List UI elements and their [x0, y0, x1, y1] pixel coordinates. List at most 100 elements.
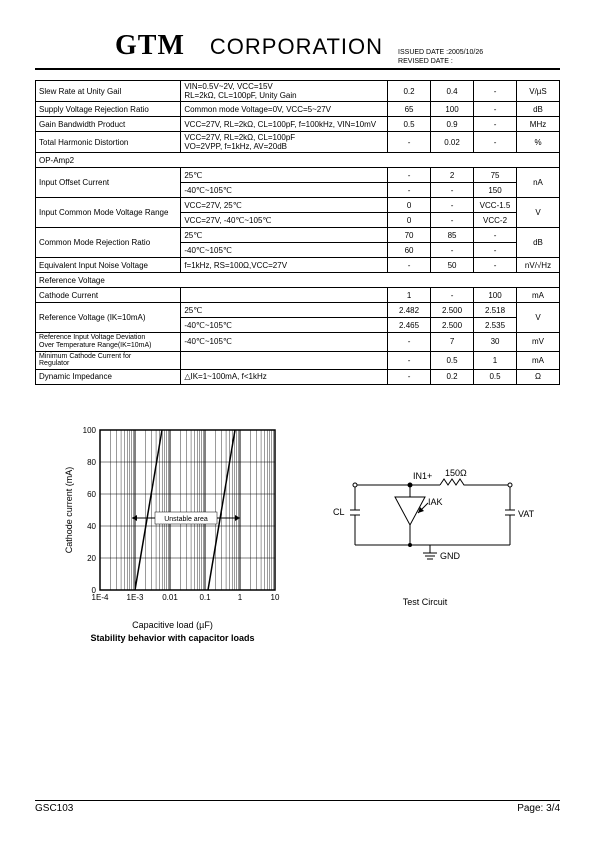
- table-cell: VIN=0.5V~2V, VCC=15VRL=2kΩ, CL=100pF, Un…: [181, 81, 388, 102]
- table-cell: nV/√Hz: [517, 258, 560, 273]
- stability-chart: 0204060801001E-41E-30.010.1110Unstable a…: [60, 425, 285, 643]
- table-cell: VCC-2: [474, 213, 517, 228]
- spec-table: Slew Rate at Unity GailVIN=0.5V~2V, VCC=…: [35, 80, 560, 385]
- chart-svg: 0204060801001E-41E-30.010.1110Unstable a…: [60, 425, 285, 615]
- table-cell: 75: [474, 168, 517, 183]
- date-block: ISSUED DATE :2005/10/26 REVISED DATE :: [398, 48, 483, 66]
- table-cell: Equivalent Input Noise Voltage: [36, 258, 181, 273]
- table-cell: mV: [517, 333, 560, 351]
- table-cell: V/µS: [517, 81, 560, 102]
- table-cell: VCC=27V, RL=2kΩ, CL=100pFVO=2VPP, f=1kHz…: [181, 132, 388, 153]
- table-cell: 70: [388, 228, 431, 243]
- table-cell: -: [388, 351, 431, 369]
- table-cell: 0.5: [388, 117, 431, 132]
- table-cell: -: [474, 243, 517, 258]
- table-cell: 0.5: [474, 369, 517, 384]
- page-header: GTM CORPORATION ISSUED DATE :2005/10/26 …: [35, 30, 560, 70]
- table-cell: -: [474, 228, 517, 243]
- table-cell: -40℃~105℃: [181, 183, 388, 198]
- logo-text: GTM: [115, 30, 185, 62]
- table-cell: 2.500: [431, 318, 474, 333]
- table-cell: -: [388, 132, 431, 153]
- table-cell: 150: [474, 183, 517, 198]
- table-cell: 1: [388, 288, 431, 303]
- table-cell: 25℃: [181, 303, 388, 318]
- table-cell: VCC=27V, RL=2kΩ, CL=100pF, f=100kHz, VIN…: [181, 117, 388, 132]
- table-cell: 0.4: [431, 81, 474, 102]
- table-cell: VCC=27V, -40℃~105℃: [181, 213, 388, 228]
- table-cell: dB: [517, 228, 560, 258]
- chart-title: Stability behavior with capacitor loads: [60, 633, 285, 643]
- svg-text:10: 10: [271, 593, 280, 602]
- table-cell: Gain Bandwidth Product: [36, 117, 181, 132]
- table-cell: dB: [517, 102, 560, 117]
- table-cell: Reference Input Voltage DeviationOver Te…: [36, 333, 181, 351]
- table-cell: V: [517, 303, 560, 333]
- table-cell: -: [474, 81, 517, 102]
- svg-text:IAK: IAK: [428, 497, 443, 507]
- table-cell: Input Common Mode Voltage Range: [36, 198, 181, 228]
- table-cell: Common Mode Rejection Ratio: [36, 228, 181, 258]
- table-cell: 2: [431, 168, 474, 183]
- table-cell: [181, 288, 388, 303]
- table-cell: VCC=27V, 25℃: [181, 198, 388, 213]
- svg-text:1E-3: 1E-3: [127, 593, 144, 602]
- table-cell: 7: [431, 333, 474, 351]
- table-cell: 100: [431, 102, 474, 117]
- table-cell: Ω: [517, 369, 560, 384]
- circuit-svg: IN1+150ΩVATIAKCLGND: [315, 465, 535, 585]
- table-cell: Cathode Current: [36, 288, 181, 303]
- table-cell: 1: [474, 351, 517, 369]
- table-cell: OP-Amp2: [36, 153, 560, 168]
- figures-row: 0204060801001E-41E-30.010.1110Unstable a…: [35, 425, 560, 643]
- table-cell: -40℃~105℃: [181, 318, 388, 333]
- table-cell: %: [517, 132, 560, 153]
- table-cell: 65: [388, 102, 431, 117]
- test-circuit: IN1+150ΩVATIAKCLGND Test Circuit: [315, 465, 535, 643]
- svg-text:CL: CL: [333, 507, 345, 517]
- table-cell: -: [388, 258, 431, 273]
- svg-text:80: 80: [87, 458, 96, 467]
- svg-text:Unstable area: Unstable area: [164, 516, 208, 523]
- issued-date: ISSUED DATE :2005/10/26: [398, 48, 483, 57]
- table-cell: 0.02: [431, 132, 474, 153]
- table-cell: -40℃~105℃: [181, 333, 388, 351]
- svg-text:VAT: VAT: [518, 509, 535, 519]
- table-cell: -: [388, 168, 431, 183]
- revised-date: REVISED DATE :: [398, 57, 483, 66]
- table-cell: 100: [474, 288, 517, 303]
- svg-text:1: 1: [238, 593, 243, 602]
- table-cell: -: [474, 102, 517, 117]
- table-cell: 2.500: [431, 303, 474, 318]
- table-cell: -: [431, 198, 474, 213]
- table-cell: 0.5: [431, 351, 474, 369]
- table-cell: 0.9: [431, 117, 474, 132]
- svg-text:IN1+: IN1+: [413, 471, 432, 481]
- table-cell: nA: [517, 168, 560, 198]
- table-cell: 50: [431, 258, 474, 273]
- table-cell: -: [431, 288, 474, 303]
- table-cell: 85: [431, 228, 474, 243]
- table-cell: 2.482: [388, 303, 431, 318]
- table-cell: -40℃~105℃: [181, 243, 388, 258]
- table-cell: △IK=1~100mA, f<1kHz: [181, 369, 388, 384]
- table-cell: VCC-1.5: [474, 198, 517, 213]
- svg-text:60: 60: [87, 490, 96, 499]
- table-cell: -: [474, 258, 517, 273]
- table-cell: 0: [388, 198, 431, 213]
- table-cell: Supply Voltage Rejection Ratio: [36, 102, 181, 117]
- svg-text:100: 100: [83, 426, 97, 435]
- table-cell: 2.535: [474, 318, 517, 333]
- table-cell: -: [431, 243, 474, 258]
- table-cell: 30: [474, 333, 517, 351]
- svg-text:20: 20: [87, 554, 96, 563]
- table-cell: V: [517, 198, 560, 228]
- table-cell: Input Offset Current: [36, 168, 181, 198]
- table-cell: -: [388, 183, 431, 198]
- table-cell: 2.465: [388, 318, 431, 333]
- table-cell: -: [388, 369, 431, 384]
- table-cell: -: [474, 132, 517, 153]
- table-cell: Dynamic Impedance: [36, 369, 181, 384]
- table-cell: 25℃: [181, 228, 388, 243]
- svg-text:0.01: 0.01: [162, 593, 178, 602]
